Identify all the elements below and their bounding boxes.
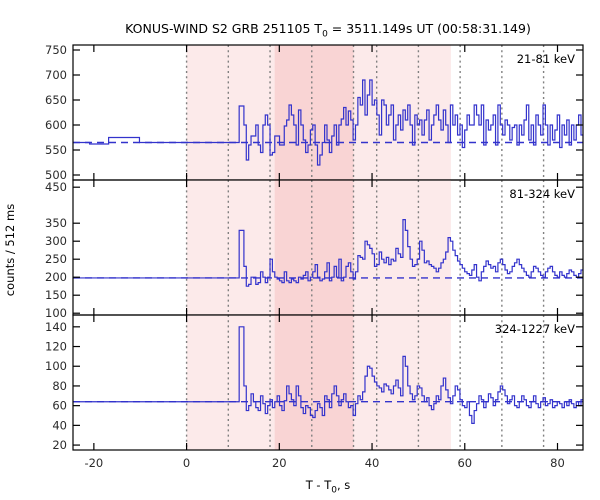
y-tick-label: 100 <box>45 306 67 320</box>
y-tick-label: 350 <box>45 216 67 230</box>
energy-band-label: 81-324 keV <box>509 187 575 201</box>
page-title: KONUS-WIND S2 GRB 251105 T0 = 3511.149s … <box>125 21 531 40</box>
y-tick-label: 80 <box>52 379 67 393</box>
x-axis-label: T - T0, s <box>305 478 351 496</box>
y-tick-label: 40 <box>52 418 67 432</box>
light-curve <box>73 326 583 424</box>
y-tick-label: 600 <box>45 118 67 132</box>
y-axis-label: counts / 512 ms <box>3 204 17 296</box>
y-tick-label: 450 <box>45 180 67 194</box>
y-tick-label: 750 <box>45 43 67 57</box>
panel-81-324: 100 150 200 250 300 350 450 81-324 keV <box>45 179 584 320</box>
y-tick-label: 300 <box>45 234 67 248</box>
y-tick-label: 700 <box>45 68 67 82</box>
x-tick-label: 20 <box>272 456 287 470</box>
y-tick-label: 250 <box>45 252 67 266</box>
y-tick-label: 150 <box>45 288 67 302</box>
light-curve <box>73 79 583 166</box>
panel-324-1227: 20 40 60 80 100 120 140 324-1227 keV <box>45 314 584 452</box>
y-tick-label: 550 <box>45 143 67 157</box>
shaded-region <box>274 180 354 315</box>
shaded-region <box>274 45 354 180</box>
y-tick-label: 20 <box>52 438 67 452</box>
y-tick-label: 500 <box>45 168 67 182</box>
x-tick-label: 0 <box>183 456 190 470</box>
x-tick-label: -20 <box>84 456 103 470</box>
light-curve <box>73 219 583 287</box>
y-tick-label: 140 <box>45 320 67 334</box>
shaded-region <box>274 315 354 450</box>
y-tick-label: 100 <box>45 359 67 373</box>
y-tick-label: 650 <box>45 93 67 107</box>
y-tick-label: 120 <box>45 340 67 354</box>
x-tick-label: 40 <box>365 456 380 470</box>
x-tick-label: 80 <box>550 456 565 470</box>
energy-band-label: 21-81 keV <box>517 52 575 66</box>
y-tick-label: 200 <box>45 270 67 284</box>
y-tick-label: 60 <box>52 399 67 413</box>
panel-frame <box>72 314 584 451</box>
x-tick-label: 60 <box>457 456 472 470</box>
energy-band-label: 324-1227 keV <box>495 322 575 336</box>
